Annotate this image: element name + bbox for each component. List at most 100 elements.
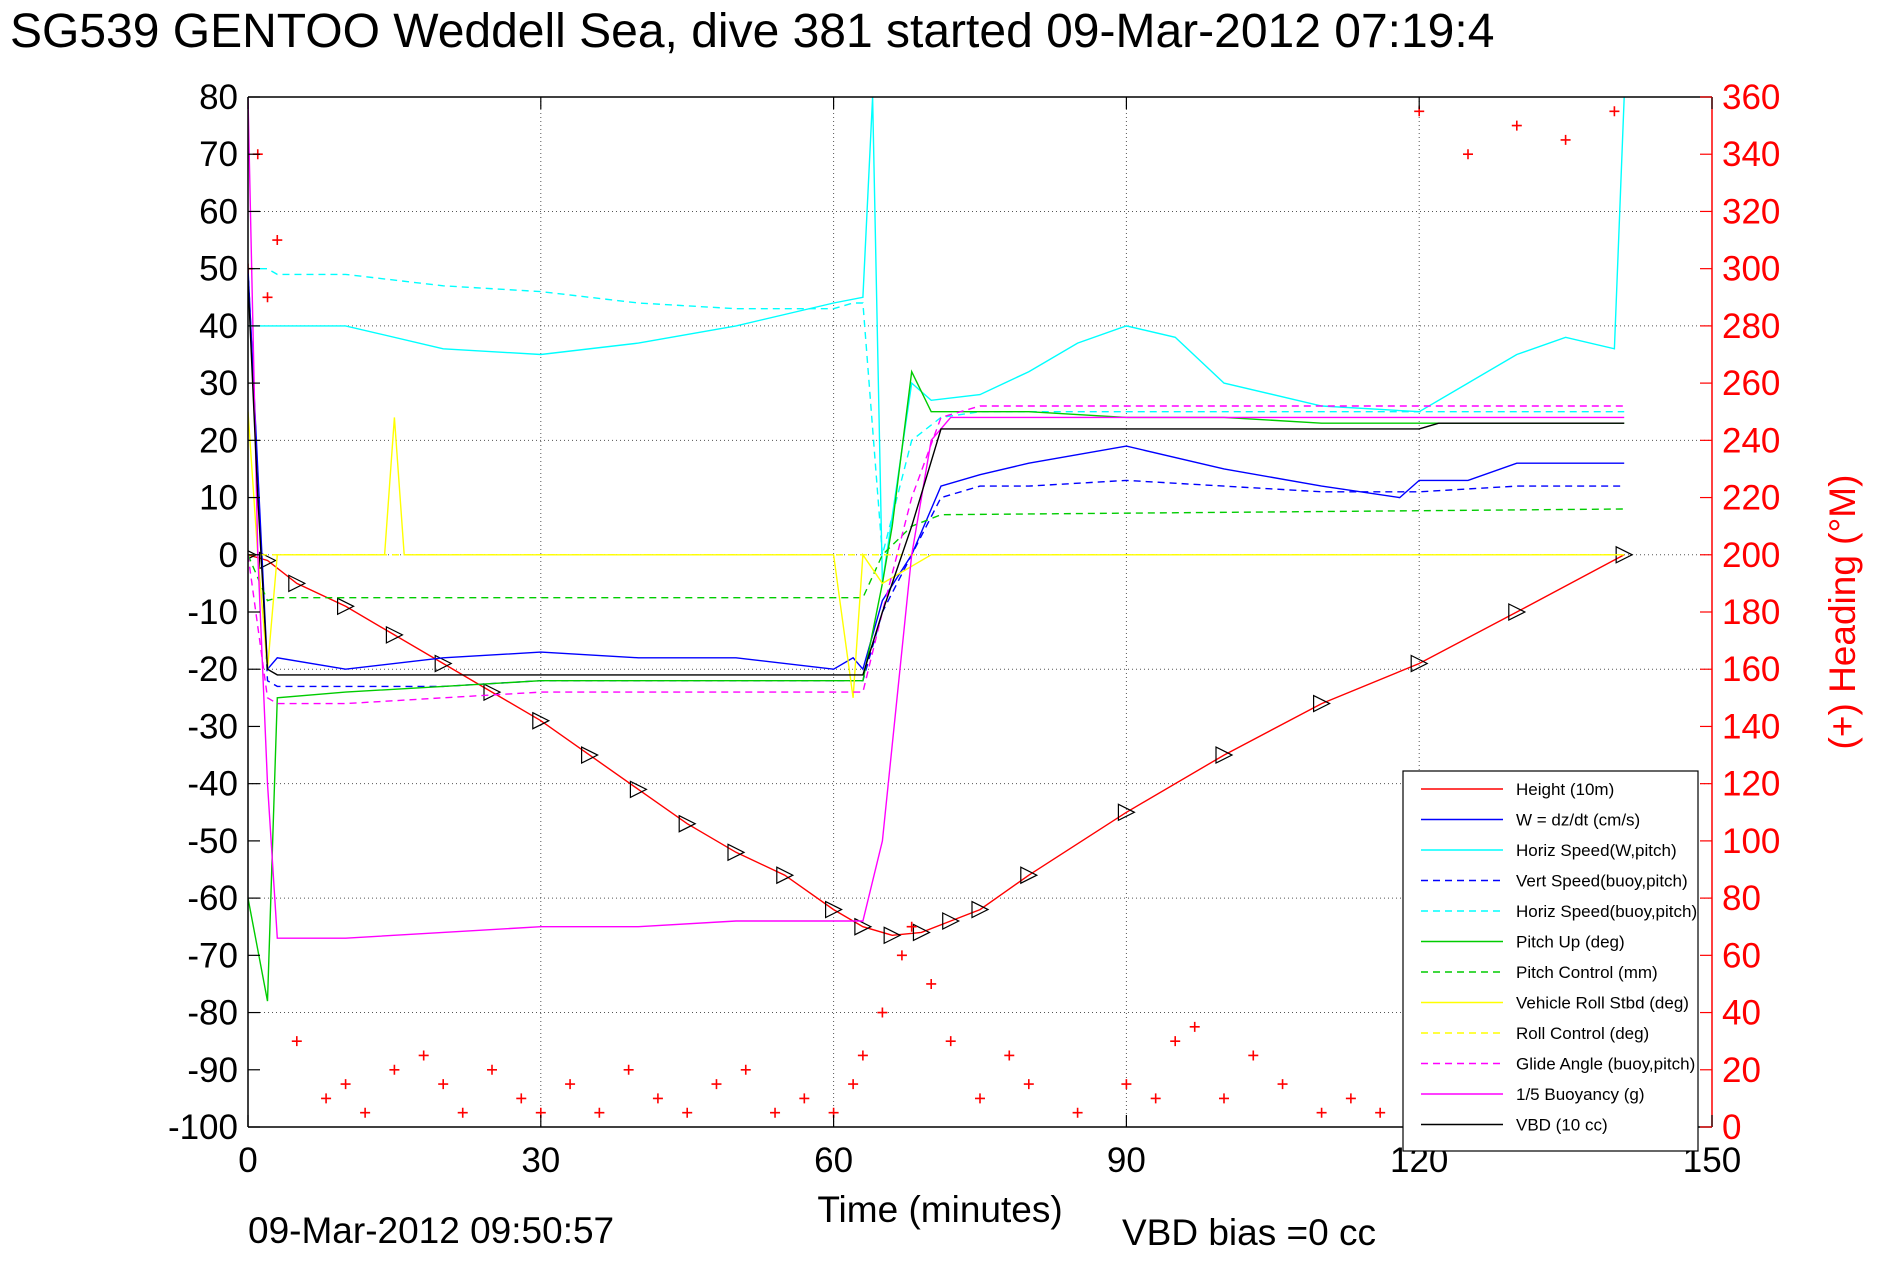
axes: 0 30 60 90 120 15080706050403020100-10-20-30-… [168, 78, 1863, 1230]
y-right-tick-label: 40 [1722, 994, 1761, 1033]
heading-marker [945, 1036, 956, 1047]
heading-marker [1121, 1079, 1132, 1090]
heading-marker [848, 1079, 859, 1090]
y-right-tick-label: 200 [1722, 536, 1780, 575]
y-left-tick-label: 70 [199, 135, 238, 174]
heading-marker [1219, 1093, 1229, 1104]
y-right-tick-label: 120 [1722, 765, 1780, 804]
y-left-tick-label: -10 [187, 593, 238, 632]
height-marker [776, 866, 795, 885]
legend-entry: Roll Control (deg) [1516, 1024, 1649, 1043]
heading-marker [1023, 1079, 1034, 1090]
y-right-tick-label: 20 [1722, 1051, 1761, 1090]
heading-marker [896, 950, 907, 961]
y-left-tick-label: -70 [187, 936, 238, 975]
height-marker [678, 814, 697, 833]
x-tick-label: 60 [814, 1141, 853, 1180]
heading-marker [360, 1107, 371, 1118]
y-left-tick-label: -100 [168, 1108, 238, 1147]
heading-marker [1277, 1079, 1288, 1090]
y-right-tick-label: 80 [1722, 879, 1761, 918]
height-marker [1117, 803, 1136, 822]
heading-marker [1004, 1050, 1015, 1061]
heading-marker [1248, 1050, 1259, 1061]
series-line-0 [248, 554, 1625, 937]
height-marker [581, 746, 599, 765]
height-marker [1410, 654, 1429, 673]
heading-marker [711, 1079, 722, 1090]
heading-marker [272, 235, 283, 246]
series-line-11 [248, 280, 1625, 676]
heading-marker [770, 1107, 781, 1118]
legend-entry: 1/5 Buoyancy (g) [1516, 1085, 1645, 1104]
y-right-tick-label: 260 [1722, 364, 1780, 403]
heading-marker [321, 1093, 332, 1104]
height-marker [337, 597, 355, 616]
height-marker [258, 551, 277, 570]
y-left-tick-label: 30 [199, 364, 238, 403]
heading-marker [457, 1107, 468, 1118]
y-left-tick-label: -50 [187, 822, 238, 861]
footer-date: 09-Mar-2012 09:50:57 [248, 1210, 615, 1251]
series-height-markers [248, 545, 1634, 945]
heading-marker [291, 1036, 302, 1047]
heading-marker [623, 1064, 634, 1075]
y-left-tick-label: -30 [187, 707, 238, 746]
height-marker [1215, 746, 1234, 765]
legend-entry: Pitch Up (deg) [1516, 933, 1625, 952]
heading-marker [1375, 1107, 1386, 1118]
legend-entry: Vert Speed(buoy,pitch) [1516, 872, 1688, 891]
heading-marker [926, 978, 937, 989]
y-right-tick-label: 180 [1722, 593, 1780, 632]
heading-marker [906, 921, 917, 932]
heading-marker [1072, 1107, 1083, 1118]
legend-entry: Horiz Speed(W,pitch) [1516, 841, 1677, 860]
height-marker [532, 711, 551, 730]
y-right-tick-label: 240 [1722, 421, 1780, 460]
heading-marker [1345, 1093, 1356, 1104]
heading-marker [418, 1050, 429, 1061]
series-line-4 [248, 268, 1625, 555]
y-left-tick-label: -20 [187, 650, 238, 689]
y-right-tick-label: 340 [1722, 135, 1780, 174]
series-line-2 [248, 97, 1625, 584]
heading-marker [340, 1079, 351, 1090]
height-marker [883, 926, 902, 945]
heading-marker [1170, 1036, 1181, 1047]
y-right-tick-label: 300 [1722, 250, 1780, 289]
x-tick-label: 90 [1107, 1141, 1146, 1180]
heading-marker [594, 1107, 605, 1118]
y-left-tick-label: 40 [199, 307, 238, 346]
y-right-tick-label: 320 [1722, 192, 1780, 231]
y-left-tick-label: 60 [199, 192, 238, 231]
series-heading-markers [248, 106, 1620, 1118]
heading-marker [1316, 1107, 1327, 1118]
height-marker [971, 900, 990, 919]
heading-marker [975, 1093, 985, 1104]
heading-marker [487, 1064, 497, 1075]
height-marker [1508, 603, 1527, 621]
heading-marker [1609, 106, 1620, 117]
series-line-10 [248, 97, 1625, 939]
heading-marker [1150, 1093, 1161, 1104]
height-marker [942, 912, 961, 930]
heading-marker [438, 1079, 449, 1090]
height-marker [288, 574, 307, 593]
y-left-tick-label: -40 [187, 765, 238, 804]
legend-entry: Height (10m) [1516, 780, 1614, 799]
x-axis-label: Time (minutes) [817, 1189, 1062, 1230]
y-right-tick-label: 220 [1722, 479, 1780, 518]
y-right-tick-label: 280 [1722, 307, 1780, 346]
y-left-tick-label: 0 [219, 536, 238, 575]
chart-title: SG539 GENTOO Weddell Sea, dive 381 start… [10, 5, 1495, 58]
heading-marker [389, 1064, 400, 1075]
y-right-tick-label: 140 [1722, 707, 1780, 746]
heading-marker [262, 292, 273, 303]
height-marker [483, 683, 502, 702]
legend-entry: Pitch Control (mm) [1516, 963, 1658, 982]
height-marker [434, 654, 453, 673]
heading-marker [1560, 134, 1571, 145]
legend-box [1402, 770, 1699, 1152]
series-line-9 [248, 405, 1625, 705]
height-marker [912, 923, 931, 942]
